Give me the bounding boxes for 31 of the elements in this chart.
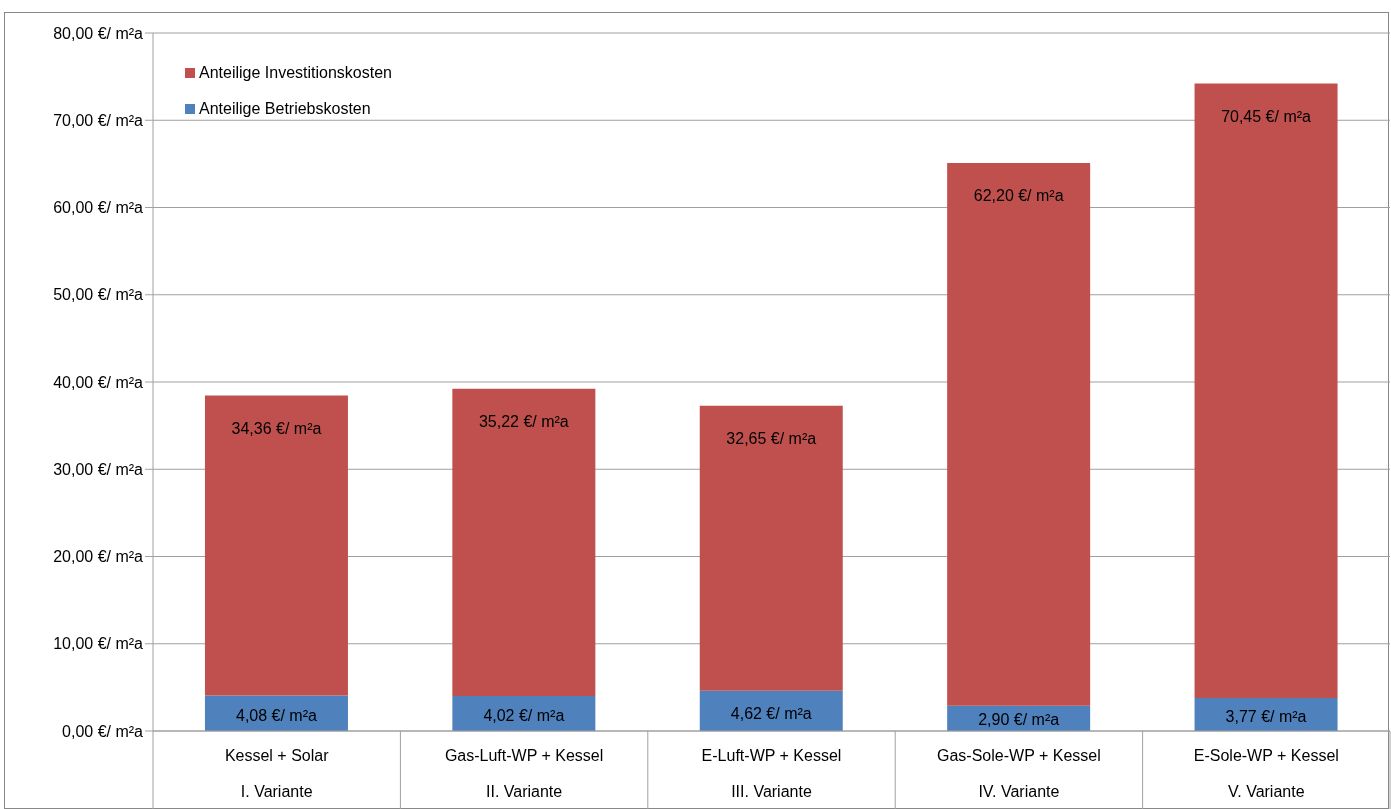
data-label: 4,02 €/ m²a [483,707,565,725]
data-label: 3,77 €/ m²a [1225,708,1307,726]
x-tick-label: Gas-Luft-WP + Kessel II. Variante [444,747,604,800]
bar [452,388,596,696]
x-tick-label: E-Sole-WP + Kessel V. Variante [1193,747,1339,800]
y-tick-label: 30,00 €/ m²a [53,460,144,478]
data-label: 4,62 €/ m²a [730,705,812,723]
bar [699,405,843,691]
y-tick-label: 80,00 €/ m²a [53,24,144,42]
bar [204,395,348,696]
data-label: 34,36 €/ m²a [231,419,322,437]
data-label: 32,65 €/ m²a [726,430,817,448]
data-label: 62,20 €/ m²a [973,187,1064,205]
y-tick-label: 40,00 €/ m²a [53,373,144,391]
x-tick-label: E-Luft-WP + Kessel III. Variante [701,747,842,800]
legend-label: Anteilige Betriebskosten [199,99,371,119]
y-tick-label: 50,00 €/ m²a [53,286,144,304]
x-tick-label: Gas-Sole-WP + Kessel IV. Variante [937,747,1101,800]
y-tick-label: 60,00 €/ m²a [53,199,144,217]
bar [1194,83,1338,699]
data-label: 70,45 €/ m²a [1221,107,1312,125]
legend-label: Anteilige Investitionskosten [199,63,392,83]
y-tick-label: 10,00 €/ m²a [53,635,144,653]
y-tick-label: 20,00 €/ m²a [53,548,144,566]
bar [947,163,1091,706]
y-tick-label: 70,00 €/ m²a [53,111,144,129]
x-tick-label: Kessel + Solar I. Variante [224,747,330,800]
y-tick-label: 0,00 €/ m²a [62,722,144,740]
data-label: 2,90 €/ m²a [978,711,1060,729]
data-label: 35,22 €/ m²a [478,412,569,430]
data-label: 4,08 €/ m²a [235,706,318,724]
